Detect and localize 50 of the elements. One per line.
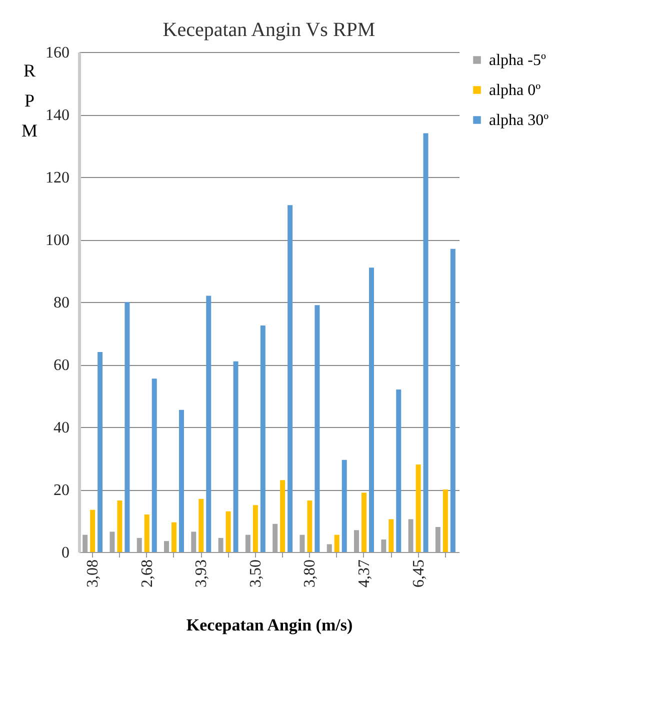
bar	[280, 480, 286, 552]
y-tick-label: 140	[46, 107, 70, 124]
x-tick-label: 3,80	[302, 560, 319, 588]
x-axis-title: Kecepatan Angin (m/s)	[186, 616, 353, 634]
bar	[450, 248, 456, 552]
y-axis-title: RPM	[21, 60, 38, 140]
legend-label: alpha -5º	[489, 52, 546, 69]
bar	[178, 410, 184, 552]
bar	[117, 500, 122, 552]
bar	[362, 492, 366, 552]
x-tick-label: 3,93	[193, 560, 210, 588]
bar	[314, 305, 320, 552]
y-tick-label: 100	[46, 232, 70, 249]
chart-title: Kecepatan Angin Vs RPM	[162, 19, 376, 41]
bar	[396, 390, 402, 552]
x-tick-label: 4,37	[356, 560, 373, 588]
bar	[388, 519, 394, 552]
y-tick-label: 120	[46, 170, 70, 186]
legend-label: alpha 0º	[489, 82, 541, 99]
x-tick-label: 3,50	[247, 560, 264, 588]
x-tick-label: 3,08	[84, 560, 102, 588]
bar	[252, 505, 258, 552]
bar	[98, 352, 103, 552]
bar	[260, 325, 266, 552]
bar	[172, 522, 176, 552]
y-tick-label: 60	[54, 357, 70, 374]
bar	[198, 498, 204, 552]
bar	[416, 464, 421, 552]
bar	[144, 514, 150, 552]
y-tick-label: 80	[54, 294, 70, 312]
y-tick-label: 40	[54, 420, 70, 436]
x-tick-label: 2,68	[138, 560, 156, 588]
x-tick-label: 6,45	[410, 560, 428, 588]
bar	[90, 510, 96, 552]
legend-label: alpha 30º	[489, 112, 549, 129]
bar	[442, 490, 448, 552]
bar	[233, 361, 238, 552]
bar	[226, 511, 231, 552]
bar	[206, 296, 212, 552]
y-tick-label: 160	[46, 44, 70, 62]
bar	[307, 500, 312, 552]
bar	[152, 378, 157, 552]
bar	[423, 133, 428, 552]
bar	[334, 534, 340, 552]
bar	[368, 268, 374, 552]
bar	[124, 302, 130, 552]
bar	[288, 205, 293, 552]
y-tick-label: 20	[54, 482, 70, 499]
bar	[342, 460, 347, 552]
y-tick-label: 0	[62, 544, 70, 562]
